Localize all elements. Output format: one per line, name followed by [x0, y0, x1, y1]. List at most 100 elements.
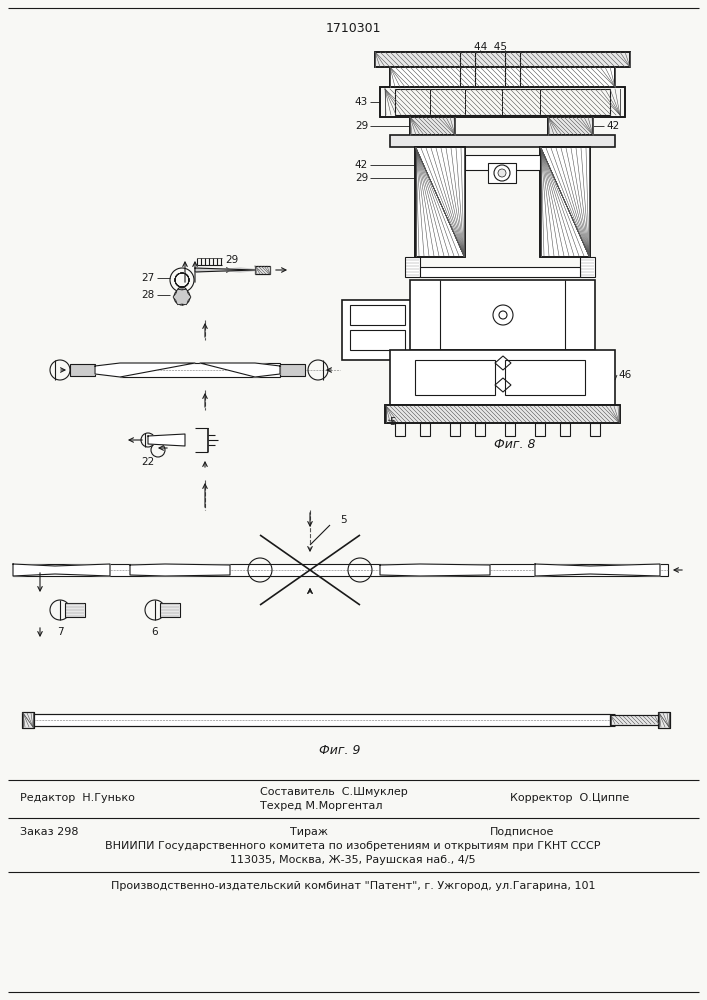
Polygon shape: [195, 268, 260, 272]
Circle shape: [498, 169, 506, 177]
Bar: [30, 714, 610, 726]
Text: ВНИИПИ Государственного комитета по изобретениям и открытиям при ГКНТ СССР: ВНИИПИ Государственного комитета по изоб…: [105, 841, 601, 851]
Text: Фиг. 9: Фиг. 9: [320, 744, 361, 756]
Bar: [505, 360, 585, 395]
Bar: [548, 117, 593, 135]
Bar: [410, 117, 455, 135]
Polygon shape: [148, 434, 185, 446]
Bar: [70, 364, 95, 376]
Bar: [658, 712, 670, 728]
Bar: [375, 52, 630, 67]
Bar: [540, 147, 590, 257]
Text: 113035, Москва, Ж-35, Раушская наб., 4/5: 113035, Москва, Ж-35, Раушская наб., 4/5: [230, 855, 476, 865]
Bar: [390, 67, 615, 87]
Bar: [488, 163, 516, 183]
Text: 1710301: 1710301: [325, 21, 381, 34]
Polygon shape: [535, 564, 660, 576]
Bar: [390, 67, 615, 87]
Bar: [350, 330, 405, 350]
Bar: [350, 305, 405, 325]
Text: 29: 29: [355, 121, 368, 131]
Bar: [380, 87, 625, 117]
Bar: [342, 300, 412, 360]
Text: Корректор  О.Циппе: Корректор О.Циппе: [510, 793, 629, 803]
Polygon shape: [130, 564, 230, 576]
Text: 44  45: 44 45: [474, 42, 506, 52]
Bar: [416, 148, 464, 256]
Text: Подписное: Подписное: [490, 827, 554, 837]
Bar: [450, 423, 460, 436]
Bar: [405, 257, 420, 277]
Text: Заказ 298: Заказ 298: [20, 827, 78, 837]
Bar: [611, 716, 659, 724]
Bar: [535, 423, 545, 436]
Bar: [590, 423, 600, 436]
Text: Производственно-издательский комбинат "Патент", г. Ужгород, ул.Гагарина, 101: Производственно-издательский комбинат "П…: [111, 881, 595, 891]
Bar: [560, 423, 570, 436]
Text: Составитель  С.Шмуклер: Составитель С.Шмуклер: [260, 787, 408, 797]
Bar: [548, 117, 593, 135]
Bar: [415, 147, 465, 257]
Polygon shape: [13, 564, 110, 576]
Text: 46: 46: [618, 370, 631, 380]
Bar: [410, 280, 595, 350]
Bar: [541, 148, 589, 256]
Text: 42: 42: [355, 160, 368, 170]
Bar: [386, 406, 619, 422]
Text: 42: 42: [606, 121, 619, 131]
Circle shape: [178, 293, 186, 301]
Bar: [610, 715, 660, 725]
Bar: [410, 117, 455, 135]
Bar: [420, 423, 430, 436]
Bar: [580, 257, 595, 277]
Bar: [385, 89, 620, 115]
Bar: [505, 423, 515, 436]
Bar: [160, 603, 180, 617]
Bar: [410, 117, 455, 135]
Bar: [23, 713, 33, 727]
Text: 5: 5: [340, 515, 346, 525]
Bar: [395, 89, 610, 115]
Polygon shape: [380, 564, 490, 576]
Bar: [255, 266, 270, 274]
Bar: [255, 266, 270, 274]
Bar: [390, 350, 615, 405]
Bar: [65, 603, 85, 617]
Bar: [280, 364, 305, 376]
Bar: [475, 423, 485, 436]
Bar: [390, 135, 615, 147]
Bar: [415, 360, 495, 395]
Bar: [385, 405, 620, 423]
Text: 27: 27: [141, 273, 155, 283]
Text: 22: 22: [141, 457, 155, 467]
Text: 5: 5: [390, 417, 396, 427]
Bar: [540, 147, 590, 257]
Bar: [375, 52, 630, 67]
Bar: [385, 405, 620, 423]
Text: Техред М.Моргентал: Техред М.Моргентал: [260, 801, 382, 811]
Bar: [255, 266, 270, 274]
Polygon shape: [95, 363, 195, 377]
Bar: [13, 564, 668, 576]
Bar: [22, 712, 34, 728]
Bar: [465, 155, 540, 170]
Text: 28: 28: [141, 290, 155, 300]
Bar: [415, 147, 465, 257]
Polygon shape: [173, 289, 191, 305]
Text: 6: 6: [152, 627, 158, 637]
Bar: [610, 715, 660, 725]
Bar: [658, 712, 670, 728]
Bar: [120, 363, 280, 377]
Bar: [395, 423, 405, 436]
Bar: [548, 117, 593, 135]
Text: 29: 29: [225, 255, 238, 265]
Bar: [375, 52, 630, 67]
Text: Фиг. 8: Фиг. 8: [494, 438, 536, 452]
Text: 7: 7: [57, 627, 64, 637]
Bar: [659, 713, 669, 727]
Text: 29: 29: [355, 173, 368, 183]
Bar: [390, 67, 615, 87]
Bar: [420, 267, 580, 277]
Bar: [22, 712, 34, 728]
Text: Тираж: Тираж: [290, 827, 328, 837]
